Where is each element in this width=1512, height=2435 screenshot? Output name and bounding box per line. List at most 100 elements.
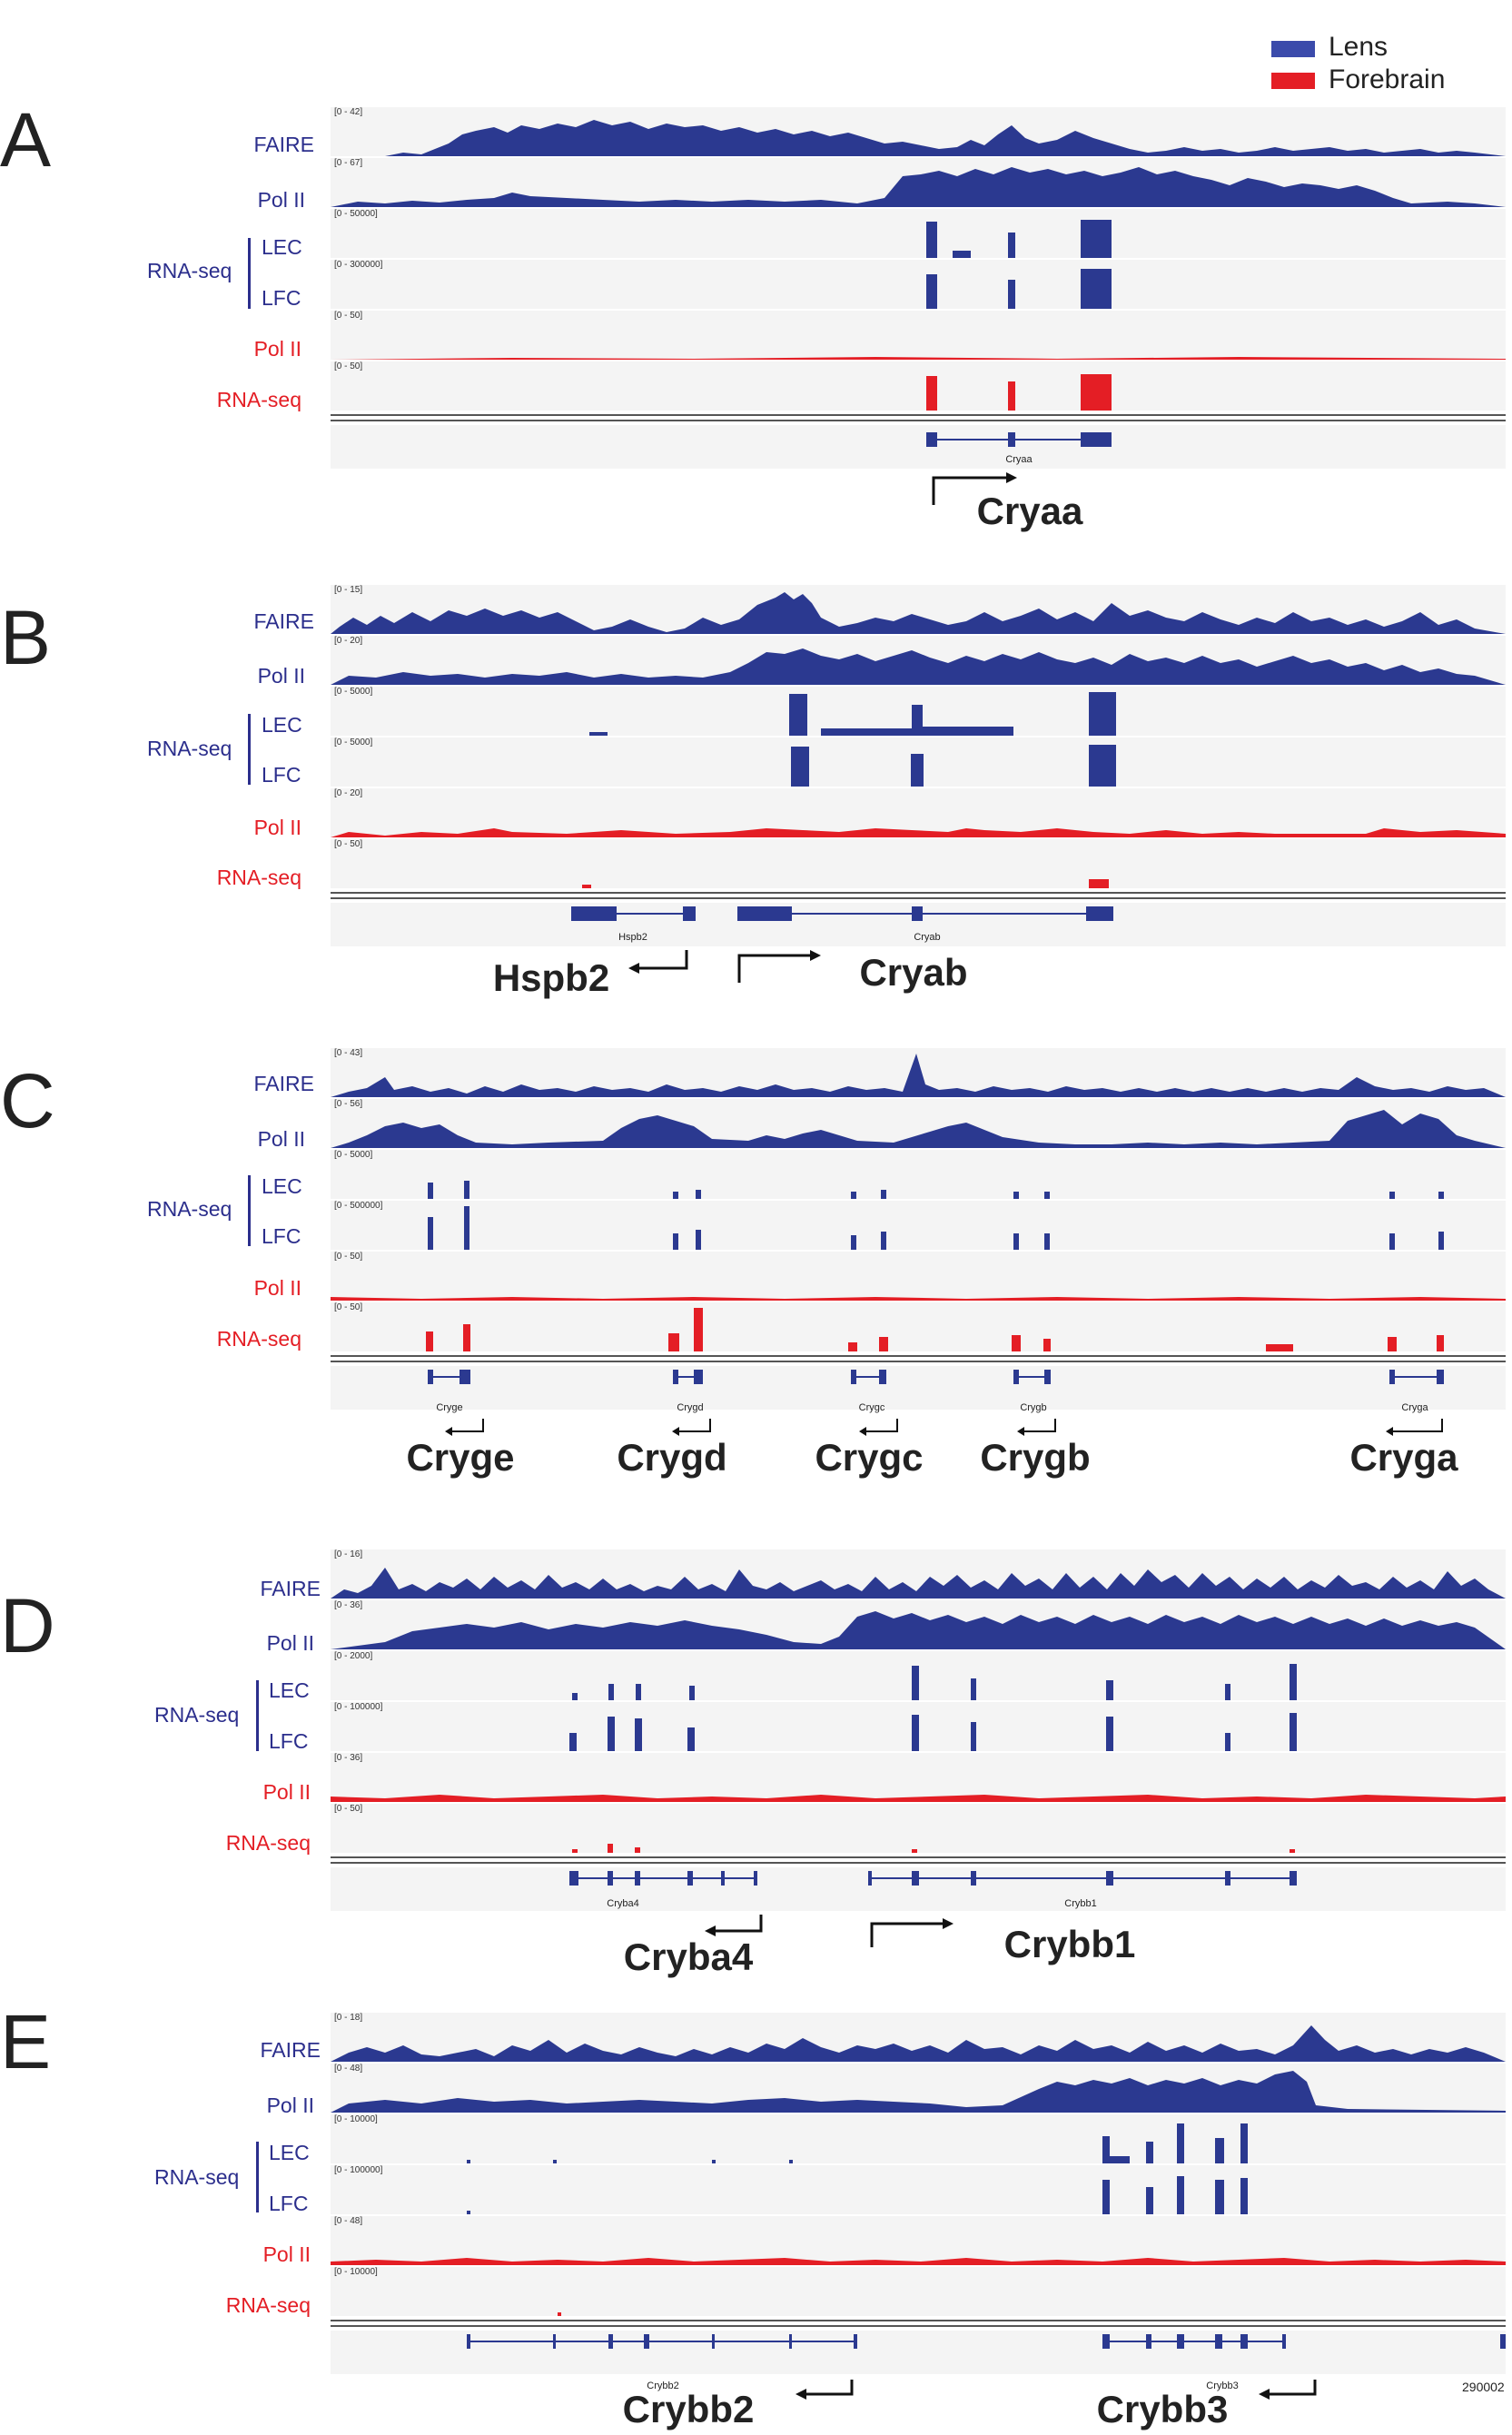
track-range: [0 - 50000] — [334, 209, 378, 219]
rnaseq-group-label: RNA-seq — [147, 1197, 232, 1221]
peak — [696, 1230, 701, 1250]
peak — [789, 694, 807, 736]
separator — [331, 2320, 1506, 2321]
gene-track — [331, 425, 1506, 469]
rnaseq-group-label: RNA-seq — [154, 1703, 240, 1727]
peak — [635, 1718, 642, 1751]
rnaseq-bracket — [248, 714, 251, 785]
gene-name-large: Crygd — [617, 1436, 727, 1479]
track-label-polii-lens: Pol II — [266, 1631, 314, 1655]
separator — [331, 1361, 1506, 1362]
track-polii-lens: [0 - 20] — [331, 636, 1506, 685]
separator — [331, 897, 1506, 899]
gene-name-small: Crybb3 — [1206, 2381, 1239, 2391]
peak — [572, 1849, 578, 1853]
separator — [331, 414, 1506, 416]
track-polii-forebrain: [0 - 36] — [331, 1753, 1506, 1802]
peak — [1110, 2156, 1130, 2163]
rnaseq-group-label: RNA-seq — [147, 259, 232, 282]
track-range: [0 - 50] — [334, 1804, 363, 1814]
tss-arrow — [870, 1918, 954, 1947]
track-range: [0 - 20] — [334, 636, 363, 646]
separator — [331, 2325, 1506, 2327]
signal-polii-forebrain — [331, 357, 1506, 360]
peak — [558, 2312, 561, 2316]
tss-arrow — [796, 2380, 854, 2400]
rnaseq-group-label: RNA-seq — [147, 737, 232, 760]
gene-name-small: Cryaa — [1005, 454, 1033, 465]
legend-label-forebrain: Forebrain — [1329, 64, 1446, 94]
gene-name-small: Cryab — [914, 932, 941, 943]
peak — [912, 1666, 919, 1700]
peak — [463, 1324, 470, 1351]
peak — [696, 1190, 701, 1199]
tss-arrow — [932, 472, 1017, 505]
panel-letter: D — [0, 1583, 55, 1668]
gene-name-large: Crybb1 — [1003, 1923, 1136, 1965]
track-range: [0 - 50] — [334, 1252, 363, 1262]
gene-name-large: Crybb3 — [1096, 2388, 1229, 2430]
peak — [1102, 2136, 1110, 2163]
separator — [331, 1856, 1506, 1858]
track-rnaseq-forebrain: [0 - 50] — [331, 1804, 1506, 1853]
track-polii-forebrain: [0 - 50] — [331, 1252, 1506, 1301]
peak — [636, 1684, 641, 1700]
peak — [712, 2160, 716, 2163]
peak — [881, 1232, 886, 1250]
rnaseq-group-label: RNA-seq — [154, 2165, 240, 2189]
signal-polii-lens — [331, 2071, 1506, 2113]
track-range: [0 - 100000] — [334, 1702, 383, 1712]
signal-polii-forebrain — [331, 1795, 1506, 1802]
separator — [331, 892, 1506, 894]
peak — [467, 2160, 470, 2163]
track-label-rnaseq-forebrain: RNA-seq — [216, 866, 301, 889]
tss-arrow — [672, 1419, 711, 1436]
peak — [1266, 1344, 1293, 1351]
peak — [464, 1206, 469, 1250]
track-label-lfc: LFC — [262, 763, 301, 787]
peak — [673, 1233, 678, 1250]
peak — [1008, 233, 1015, 258]
tss-arrow — [1259, 2380, 1317, 2400]
peak — [1177, 2176, 1184, 2214]
track-label-faire: FAIRE — [253, 133, 314, 156]
track-label-lec: LEC — [262, 1174, 302, 1198]
peak — [668, 1333, 679, 1351]
track-rnaseq-lfc: [0 - 100000] — [331, 1702, 1506, 1751]
track-label-faire: FAIRE — [260, 2038, 321, 2062]
track-faire: [0 - 15] — [331, 585, 1506, 634]
peak — [1081, 220, 1112, 258]
track-range: [0 - 50] — [334, 839, 363, 849]
track-rnaseq-lec: [0 - 50000] — [331, 209, 1506, 258]
gene-name-large: Crybb2 — [622, 2388, 755, 2430]
signal-polii-forebrain — [331, 1297, 1506, 1301]
track-label-faire: FAIRE — [260, 1577, 321, 1600]
track-range: [0 - 18] — [334, 2013, 363, 2023]
legend-swatch-forebrain — [1271, 73, 1315, 89]
peak — [1012, 1335, 1021, 1351]
peak — [1146, 2187, 1153, 2214]
peak — [851, 1235, 856, 1250]
track-label-lfc: LFC — [262, 1224, 301, 1248]
peak — [582, 885, 591, 888]
peak — [428, 1217, 433, 1250]
peak — [912, 705, 923, 736]
peak — [1008, 280, 1015, 309]
track-label-polii-lens: Pol II — [257, 188, 305, 212]
peak — [1438, 1232, 1444, 1250]
peak — [789, 2160, 793, 2163]
track-range: [0 - 67] — [334, 158, 363, 168]
tss-arrow — [445, 1419, 484, 1436]
track-range: [0 - 5000] — [334, 737, 373, 747]
track-rnaseq-forebrain: [0 - 50] — [331, 839, 1506, 888]
peak — [1106, 1680, 1113, 1700]
peak — [553, 2160, 557, 2163]
track-rnaseq-forebrain: [0 - 10000] — [331, 2267, 1506, 2316]
peak — [464, 1181, 469, 1199]
peak — [926, 222, 937, 258]
peak — [1146, 2142, 1153, 2163]
track-range: [0 - 50] — [334, 1302, 363, 1312]
peak — [791, 747, 809, 787]
peak — [572, 1693, 578, 1700]
peak — [926, 376, 937, 411]
